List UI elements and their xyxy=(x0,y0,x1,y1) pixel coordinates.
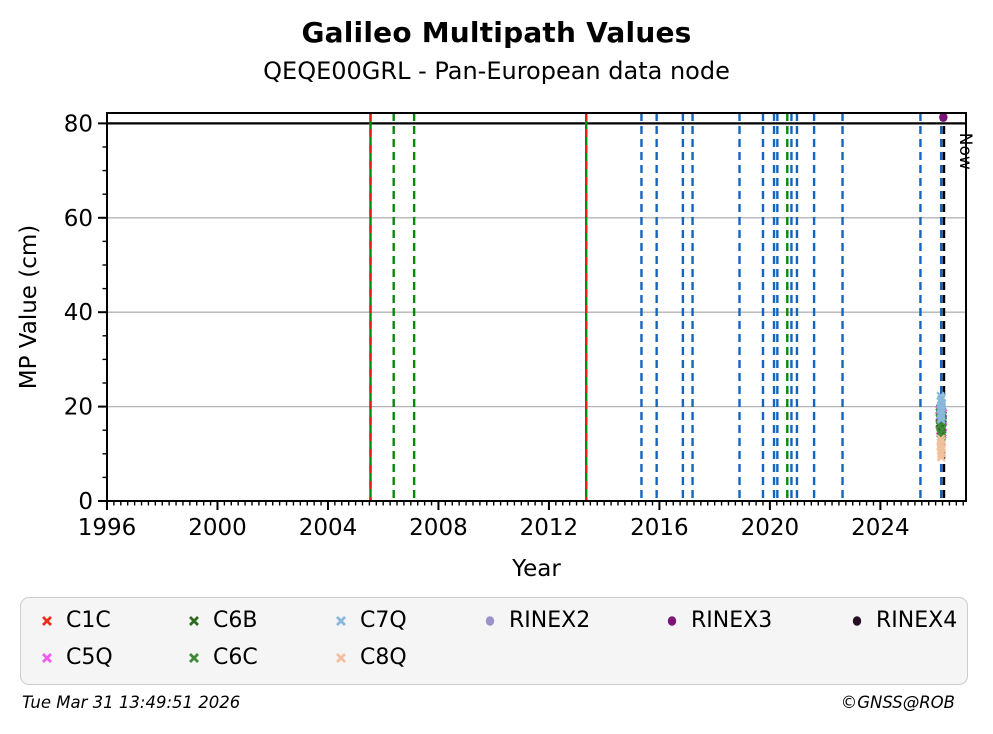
x-tick-label-2016: 2016 xyxy=(630,515,689,541)
chart-subtitle: QEQE00GRL - Pan-European data node xyxy=(263,57,730,85)
x-marker-icon xyxy=(336,653,346,663)
legend-label-C6B: C6B xyxy=(213,608,258,633)
plot-border xyxy=(106,112,967,502)
circle-marker-icon xyxy=(485,616,495,626)
legend-item-C5Q: C5Q xyxy=(39,644,113,672)
x-marker-icon xyxy=(336,616,346,626)
x-marker-icon xyxy=(42,616,52,626)
y-axis-ticks xyxy=(98,122,107,502)
circle-marker-icon xyxy=(852,616,862,626)
legend-item-C7Q: C7Q xyxy=(333,607,407,635)
timestamp-text: Tue Mar 31 13:49:51 2026 xyxy=(22,693,241,712)
legend-label-C1C: C1C xyxy=(66,608,111,633)
x-marker-icon xyxy=(189,616,199,626)
legend-label-C6C: C6C xyxy=(213,645,258,670)
x-axis-label: Year xyxy=(511,556,561,582)
x-marker-icon xyxy=(42,653,52,663)
legend-item-C8Q: C8Q xyxy=(333,644,407,672)
series-RINEX3 xyxy=(939,112,948,123)
legend-label-RINEX4: RINEX4 xyxy=(876,608,958,633)
y-axis-label: MP Value (cm) xyxy=(16,225,42,390)
legend-item-C1C: C1C xyxy=(39,607,111,635)
x-axis-ticks xyxy=(106,501,964,510)
legend-item-RINEX3: RINEX3 xyxy=(664,607,772,635)
x-marker-icon xyxy=(189,653,199,663)
y-tick-label-60: 60 xyxy=(64,206,93,232)
legend-item-RINEX2: RINEX2 xyxy=(482,607,590,635)
legend-item-C6B: C6B xyxy=(186,607,257,635)
x-tick-label-2008: 2008 xyxy=(409,515,468,541)
legend: C1C C5Q C6B C6C C7Q C8Q RINEX2 RINEX3 RINEX4 xyxy=(20,597,968,685)
legend-item-RINEX4: RINEX4 xyxy=(849,607,957,635)
y-tick-label-20: 20 xyxy=(64,395,93,421)
point-RINEX3 xyxy=(939,112,948,123)
point-C8Q xyxy=(937,453,946,462)
legend-label-RINEX3: RINEX3 xyxy=(691,608,773,633)
x-tick-label-2020: 2020 xyxy=(741,515,800,541)
now-label: Now xyxy=(955,133,975,170)
y-tick-label-0: 0 xyxy=(78,489,93,515)
y-tick-label-80: 80 xyxy=(64,111,93,137)
x-tick-label-2024: 2024 xyxy=(851,515,910,541)
legend-label-C7Q: C7Q xyxy=(360,608,407,633)
series-C8Q xyxy=(936,434,947,462)
legend-item-C6C: C6C xyxy=(186,644,258,672)
legend-label-RINEX2: RINEX2 xyxy=(509,608,591,633)
y-tick-label-40: 40 xyxy=(64,300,93,326)
x-tick-label-2012: 2012 xyxy=(520,515,579,541)
legend-label-C5Q: C5Q xyxy=(66,645,113,670)
series-C7Q xyxy=(936,391,947,425)
legend-label-C8Q: C8Q xyxy=(360,645,407,670)
circle-marker-icon xyxy=(667,616,677,626)
point-C7Q xyxy=(937,415,946,425)
chart-canvas: Now 1996 2000 2004 2008 2012 2016 2020 2024 0 20 40… xyxy=(16,111,975,582)
x-tick-label-2004: 2004 xyxy=(299,515,358,541)
x-tick-label-1996: 1996 xyxy=(78,515,137,541)
credit-text: ©GNSS@ROB xyxy=(840,693,955,712)
chart-title: Galileo Multipath Values xyxy=(301,16,692,49)
x-tick-label-2000: 2000 xyxy=(188,515,247,541)
